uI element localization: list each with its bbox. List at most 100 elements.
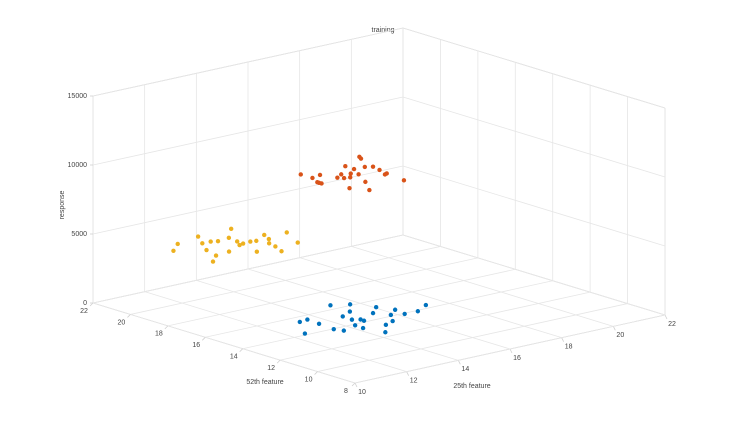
- y-tick-label: 16: [192, 342, 200, 349]
- y-tick: [89, 302, 94, 307]
- y-tick: [276, 359, 281, 364]
- grid-line: [144, 291, 407, 373]
- data-point: [254, 238, 259, 244]
- chart-title: training: [372, 27, 395, 34]
- x-tick-label: 18: [565, 344, 573, 351]
- x-tick: [664, 314, 668, 320]
- grid-line: [402, 165, 666, 247]
- data-point: [284, 230, 289, 235]
- data-point: [240, 241, 246, 246]
- data-point: [310, 175, 315, 181]
- data-point: [360, 325, 366, 331]
- data-point: [358, 156, 364, 161]
- y-tick-label: 14: [230, 354, 238, 361]
- data-point: [367, 187, 372, 193]
- z-tick-label: 10000: [68, 162, 88, 169]
- data-point: [279, 249, 284, 254]
- z-tick-label: 5000: [71, 231, 87, 238]
- data-point: [195, 234, 201, 239]
- data-point: [226, 249, 232, 254]
- data-point: [390, 318, 395, 324]
- grid-line: [354, 314, 666, 384]
- y-tick-label: 18: [155, 331, 163, 338]
- x-tick-label: 10: [358, 389, 366, 396]
- data-point: [208, 239, 213, 244]
- data-point: [362, 164, 368, 170]
- data-point: [215, 238, 221, 244]
- data-point: [213, 253, 219, 258]
- x-tick-label: 16: [513, 355, 521, 362]
- grid-line: [247, 268, 511, 350]
- grid-line: [167, 257, 478, 327]
- data-point: [210, 259, 216, 264]
- y-tick-label: 8: [344, 388, 348, 395]
- data-point: [273, 244, 278, 249]
- data-point: [343, 164, 348, 169]
- y-tick: [127, 314, 131, 318]
- grid-line: [402, 234, 666, 316]
- data-point: [305, 317, 310, 322]
- data-point: [341, 328, 347, 333]
- grid-line: [92, 96, 404, 166]
- data-point: [370, 310, 376, 316]
- data-point: [351, 166, 357, 172]
- data-point: [328, 303, 333, 308]
- x-tick-label: 14: [461, 366, 469, 373]
- grid-line: [242, 280, 553, 350]
- data-point: [226, 235, 232, 241]
- data-point: [262, 232, 267, 238]
- data-point: [423, 302, 429, 308]
- data-point: [356, 172, 361, 177]
- grid-line: [92, 27, 404, 97]
- y-tick: [239, 348, 243, 352]
- y-tick-label: 20: [118, 319, 126, 326]
- data-point: [171, 248, 176, 253]
- x-tick: [612, 326, 616, 331]
- data-point: [331, 326, 336, 332]
- data-point: [266, 236, 272, 242]
- data-point: [349, 317, 355, 322]
- data-point: [377, 167, 382, 173]
- data-point: [347, 302, 353, 307]
- grid-line: [196, 279, 459, 361]
- x-axis-label: 25th feature: [453, 383, 490, 390]
- data-point: [373, 305, 379, 310]
- data-point: [254, 249, 260, 254]
- data-point: [237, 242, 242, 248]
- data-point: [348, 171, 353, 176]
- data-point: [315, 180, 320, 185]
- grid-line: [299, 257, 562, 339]
- data-point: [295, 240, 300, 245]
- data-point: [402, 311, 407, 317]
- x-tick: [509, 348, 513, 354]
- data-point: [319, 181, 324, 186]
- grid-line: [130, 246, 441, 315]
- y-tick: [164, 325, 169, 330]
- z-tick-label: 15000: [68, 93, 88, 100]
- x-tick-label: 20: [616, 332, 624, 339]
- data-point: [228, 226, 234, 232]
- data-point: [298, 172, 303, 177]
- data-point: [317, 172, 323, 178]
- data-point: [370, 164, 376, 169]
- grid-line: [402, 96, 666, 178]
- data-point: [401, 178, 407, 183]
- data-point: [388, 312, 394, 318]
- data-point: [234, 239, 240, 244]
- data-point: [340, 314, 345, 319]
- grid-line: [92, 234, 404, 304]
- y-tick: [202, 337, 206, 341]
- data-point: [383, 330, 388, 335]
- data-point: [352, 323, 358, 328]
- y-tick-label: 12: [267, 365, 275, 372]
- y-tick: [351, 382, 356, 387]
- data-point: [384, 171, 389, 176]
- data-point: [204, 247, 209, 253]
- y-tick-label: 10: [305, 376, 313, 383]
- data-point: [297, 319, 303, 325]
- grid-line: [92, 302, 356, 384]
- grid-line: [402, 27, 666, 109]
- data-point: [316, 321, 322, 326]
- data-point: [358, 317, 363, 322]
